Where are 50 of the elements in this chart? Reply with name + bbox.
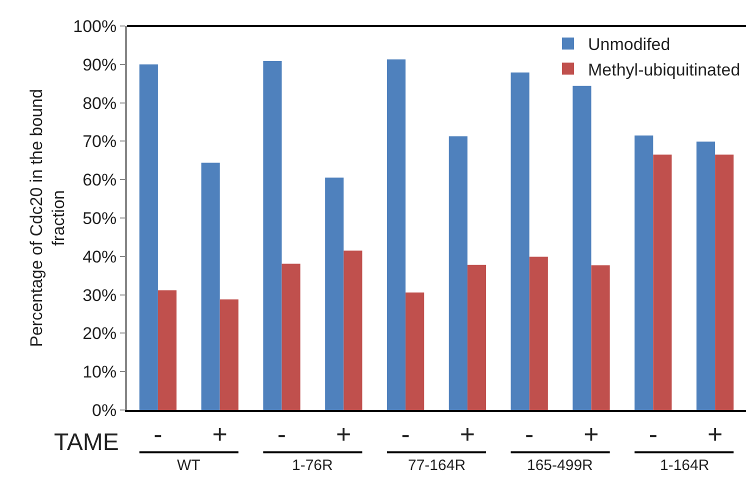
text: 1-164R [660, 457, 710, 474]
bar [406, 292, 424, 410]
legend-label: Unmodifed [588, 35, 670, 54]
bar [448, 136, 468, 410]
bar [325, 178, 344, 410]
text: WT [177, 457, 200, 474]
x-tick-label: - [525, 419, 534, 450]
x-tick-label: + [584, 419, 599, 450]
bar [158, 290, 177, 410]
x-tick-label: - [154, 419, 162, 450]
text: 165-499R [527, 457, 594, 474]
y-tick-label: 30% [82, 286, 117, 305]
x-tick-label: + [336, 419, 352, 450]
bar [344, 250, 362, 410]
y-tick-label: 10% [82, 362, 117, 382]
bar [591, 265, 610, 410]
text: TAME [54, 429, 119, 456]
bar [529, 256, 548, 410]
y-tick-label: 100% [73, 16, 117, 36]
x-tick-label: - [648, 419, 658, 450]
y-tick-label: 80% [82, 94, 117, 113]
y-tick-label: 90% [82, 55, 117, 74]
x-tick-label: + [460, 419, 476, 450]
bar [263, 60, 282, 410]
x-tick-label: - [277, 419, 286, 450]
text: 1-76R [292, 457, 334, 474]
y-tick-label: 60% [82, 170, 117, 190]
bar [220, 299, 238, 410]
bar [282, 264, 300, 410]
bar [696, 142, 716, 410]
y-tick-label: 50% [82, 208, 117, 228]
y-tick-label: 20% [82, 324, 117, 344]
text: 77-164R [408, 457, 466, 474]
bar [572, 86, 592, 410]
x-tick-label: - [401, 419, 410, 450]
bar [201, 162, 220, 410]
bar [510, 72, 530, 410]
legend-label: Methyl-ubiquitinated [588, 60, 740, 80]
bar [653, 154, 672, 410]
x-tick-label: + [212, 419, 228, 450]
y-tick-label: 70% [82, 132, 117, 152]
y-tick-label: 40% [82, 247, 117, 266]
y-tick-label: 0% [92, 400, 117, 420]
bar [386, 59, 406, 410]
bar [634, 135, 654, 410]
x-tick-label: + [707, 419, 723, 450]
y-axis-title: Percentage of Cdc20 in the bound fraction [27, 88, 68, 348]
bar [467, 264, 486, 410]
bar [139, 64, 158, 410]
bar [715, 154, 734, 410]
